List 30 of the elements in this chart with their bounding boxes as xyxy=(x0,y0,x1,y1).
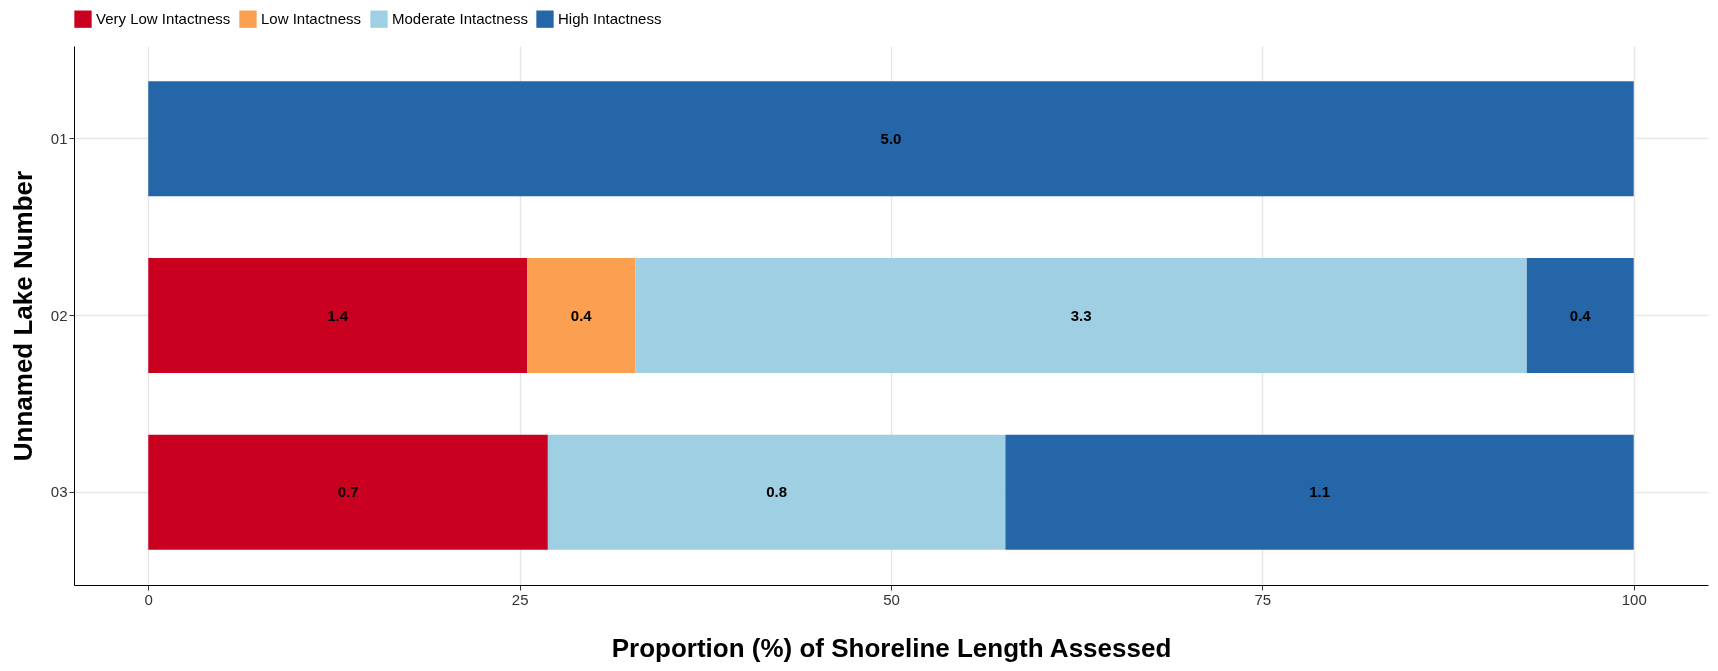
bar xyxy=(1005,434,1634,550)
annotation: 1.1 xyxy=(1309,483,1330,501)
bar xyxy=(148,258,528,373)
annotation: 0.8 xyxy=(766,483,788,501)
annotation: 0.7 xyxy=(337,483,359,501)
annotation: 0.4 xyxy=(1569,306,1592,324)
x-tick-label: 0 xyxy=(144,590,153,608)
x-axis-title: Proportion (%) of Shoreline Length Assessed xyxy=(611,632,1172,663)
legend-label: Very Low Intactness xyxy=(96,10,231,28)
bar xyxy=(635,258,1527,373)
x-tick-label: 75 xyxy=(1254,590,1272,608)
annotation: 1.4 xyxy=(327,306,349,324)
bar xyxy=(1526,258,1634,373)
bar xyxy=(148,434,548,550)
bar xyxy=(527,258,636,373)
bar xyxy=(547,434,1006,550)
y-tick-label: 02 xyxy=(50,306,68,324)
annotation: 0.4 xyxy=(570,306,593,324)
annotation: 5.0 xyxy=(880,129,902,147)
x-tick-label: 25 xyxy=(511,590,529,608)
x-tick-label: 100 xyxy=(1621,590,1647,608)
legend-label: Low Intactness xyxy=(261,10,362,28)
annotation: 3.3 xyxy=(1070,306,1092,324)
y-axis-title: Unnamed Lake Number xyxy=(7,170,38,462)
bar xyxy=(148,81,1634,197)
y-tick-label: 01 xyxy=(50,129,68,147)
legend-label: Moderate Intactness xyxy=(392,10,528,28)
legend-label: High Intactness xyxy=(558,10,662,28)
x-tick-label: 50 xyxy=(883,590,900,608)
y-tick-label: 03 xyxy=(50,483,68,501)
